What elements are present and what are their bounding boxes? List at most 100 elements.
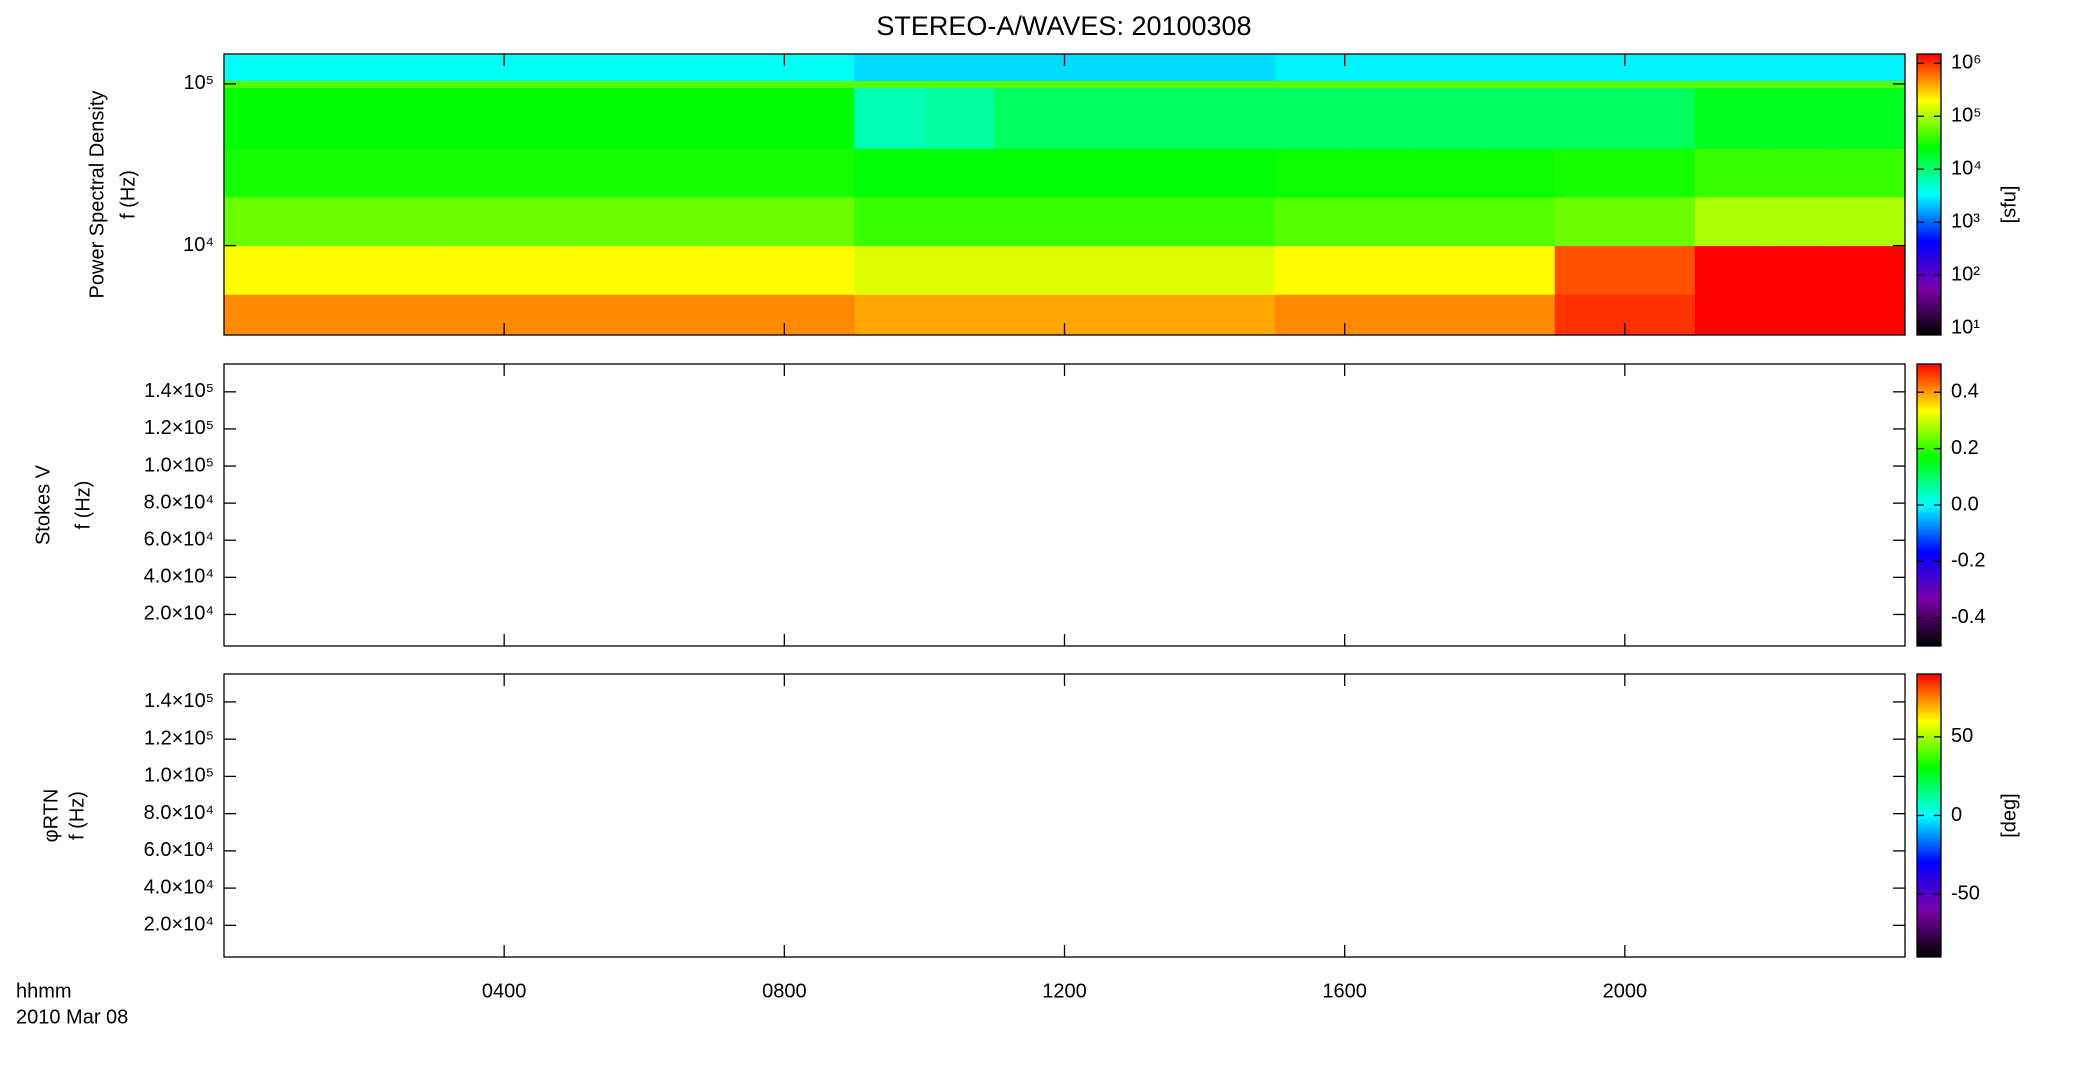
spectrogram-cell bbox=[1204, 196, 1276, 247]
spectrogram-cell bbox=[1834, 87, 1906, 149]
spectrogram-cell bbox=[784, 196, 855, 247]
spectrogram-cell bbox=[1344, 245, 1416, 295]
spectrogram-cell bbox=[1484, 80, 1556, 88]
spectrogram-cell bbox=[574, 87, 645, 149]
spectrogram-cell bbox=[504, 87, 575, 149]
spectrogram-cell bbox=[714, 245, 785, 295]
spectrogram-cell bbox=[1344, 87, 1416, 149]
spectrogram-cell bbox=[1204, 148, 1276, 198]
spectrogram-cell bbox=[434, 80, 505, 88]
spectrogram-cell bbox=[1134, 80, 1206, 88]
y-tick-label: 8.0×10⁴ bbox=[144, 802, 214, 824]
spectrogram-cell bbox=[1344, 196, 1416, 247]
plot-frame bbox=[223, 673, 1906, 958]
spectrogram-cell bbox=[504, 148, 575, 198]
spectrogram-cell bbox=[854, 148, 925, 198]
spectrogram-cell bbox=[294, 80, 365, 88]
spectrogram-cell bbox=[224, 80, 295, 88]
colorbar-tick-label: 10⁴ bbox=[1951, 158, 1982, 180]
spectrogram-cell bbox=[1764, 196, 1836, 247]
spectrogram-cell bbox=[1834, 54, 1906, 81]
spectrogram-cell bbox=[1834, 196, 1906, 247]
spectrogram-cell bbox=[994, 196, 1065, 247]
y-tick-label: 6.0×10⁴ bbox=[144, 839, 214, 861]
spectrogram-cell bbox=[1414, 148, 1486, 198]
colorbar bbox=[1916, 53, 1942, 336]
spectrogram-cell bbox=[434, 294, 505, 336]
y-tick-label: 2.0×10⁴ bbox=[144, 914, 214, 936]
spectrogram-cell bbox=[364, 245, 435, 295]
colorbar-tick-label: 10³ bbox=[1951, 210, 1980, 232]
spectrogram-cell bbox=[714, 196, 785, 247]
spectrogram-cell bbox=[574, 245, 645, 295]
spectrogram-cell bbox=[1694, 54, 1766, 81]
spectrogram-cell bbox=[784, 148, 855, 198]
spectrogram-cell bbox=[364, 54, 435, 81]
spectrogram-cell bbox=[994, 245, 1065, 295]
spectrogram-cell bbox=[504, 196, 575, 247]
x-tick-label: 0400 bbox=[482, 980, 527, 1002]
spectrogram-cell bbox=[1554, 196, 1626, 247]
spectrogram-cell bbox=[1764, 294, 1836, 336]
spectrogram-cell bbox=[644, 148, 715, 198]
spectrogram-cell bbox=[1064, 196, 1136, 247]
y-tick-label: 2.0×10⁴ bbox=[144, 603, 214, 625]
spectrogram-cell bbox=[644, 294, 715, 336]
spectrogram-cell bbox=[924, 87, 995, 149]
spectrogram-cell bbox=[854, 54, 925, 81]
spectrogram-cell bbox=[714, 294, 785, 336]
spectrogram-cell bbox=[1274, 87, 1346, 149]
spectrogram-cell bbox=[364, 148, 435, 198]
spectrogram-cell bbox=[1064, 87, 1136, 149]
spectrogram-cell bbox=[1064, 148, 1136, 198]
spectrogram-cell bbox=[1554, 245, 1626, 295]
spectrogram-cell bbox=[854, 87, 925, 149]
spectrogram-cell bbox=[1274, 245, 1346, 295]
colorbar-label: [deg] bbox=[1998, 793, 2020, 837]
chart-title: STEREO-A/WAVES: 20100308 bbox=[876, 11, 1251, 41]
spectrogram-cell bbox=[294, 148, 365, 198]
y-axis-label: f (Hz) bbox=[72, 481, 94, 530]
spectrogram-cell bbox=[784, 80, 855, 88]
spectrogram-cell bbox=[434, 196, 505, 247]
x-axis-label: 2010 Mar 08 bbox=[16, 1006, 128, 1028]
spectrogram-cell bbox=[294, 294, 365, 336]
y-tick-label: 1.2×10⁵ bbox=[144, 417, 214, 439]
colorbar-tick-label: 10⁵ bbox=[1951, 105, 1982, 127]
y-tick-label: 1.4×10⁵ bbox=[144, 690, 214, 712]
colorbar-tick-label: 10² bbox=[1951, 263, 1980, 285]
spectrogram-cell bbox=[224, 148, 295, 198]
spectrogram-cell bbox=[504, 245, 575, 295]
spectrogram-cell bbox=[1274, 294, 1346, 336]
spectrogram-cell bbox=[434, 148, 505, 198]
spectrogram-cell bbox=[924, 148, 995, 198]
spectrogram-cell bbox=[854, 80, 925, 88]
colorbar-tick-label: 0.0 bbox=[1951, 493, 1979, 515]
spectrogram-cell bbox=[364, 294, 435, 336]
spectrogram-cell bbox=[1204, 294, 1276, 336]
spectrogram-cell bbox=[574, 54, 645, 81]
spectrogram-cell bbox=[434, 87, 505, 149]
spectrogram-cell bbox=[994, 87, 1065, 149]
spectrogram-cell bbox=[994, 54, 1065, 81]
spectrogram-cell bbox=[644, 54, 715, 81]
spectrogram-cell bbox=[1064, 54, 1136, 81]
spectrogram-cell bbox=[1274, 80, 1346, 88]
spectrogram-cell bbox=[644, 245, 715, 295]
spectrogram-cell bbox=[1834, 294, 1906, 336]
spectrogram-cell bbox=[854, 294, 925, 336]
spectrogram-cell bbox=[504, 80, 575, 88]
spectrogram-cell bbox=[924, 54, 995, 81]
spectrogram-cell bbox=[1834, 80, 1906, 88]
spectrogram-cell bbox=[364, 196, 435, 247]
spectrogram-cell bbox=[1764, 87, 1836, 149]
colorbar-tick-label: -0.4 bbox=[1951, 606, 1985, 628]
spectrogram-cell bbox=[1484, 54, 1556, 81]
y-axis-label: f (Hz) bbox=[117, 170, 139, 219]
colorbar-tick-label: 10¹ bbox=[1951, 316, 1980, 338]
spectrogram-cell bbox=[574, 148, 645, 198]
spectrogram-cell bbox=[784, 87, 855, 149]
spectrogram-cell bbox=[1274, 148, 1346, 198]
spectrogram-cell bbox=[1694, 196, 1766, 247]
